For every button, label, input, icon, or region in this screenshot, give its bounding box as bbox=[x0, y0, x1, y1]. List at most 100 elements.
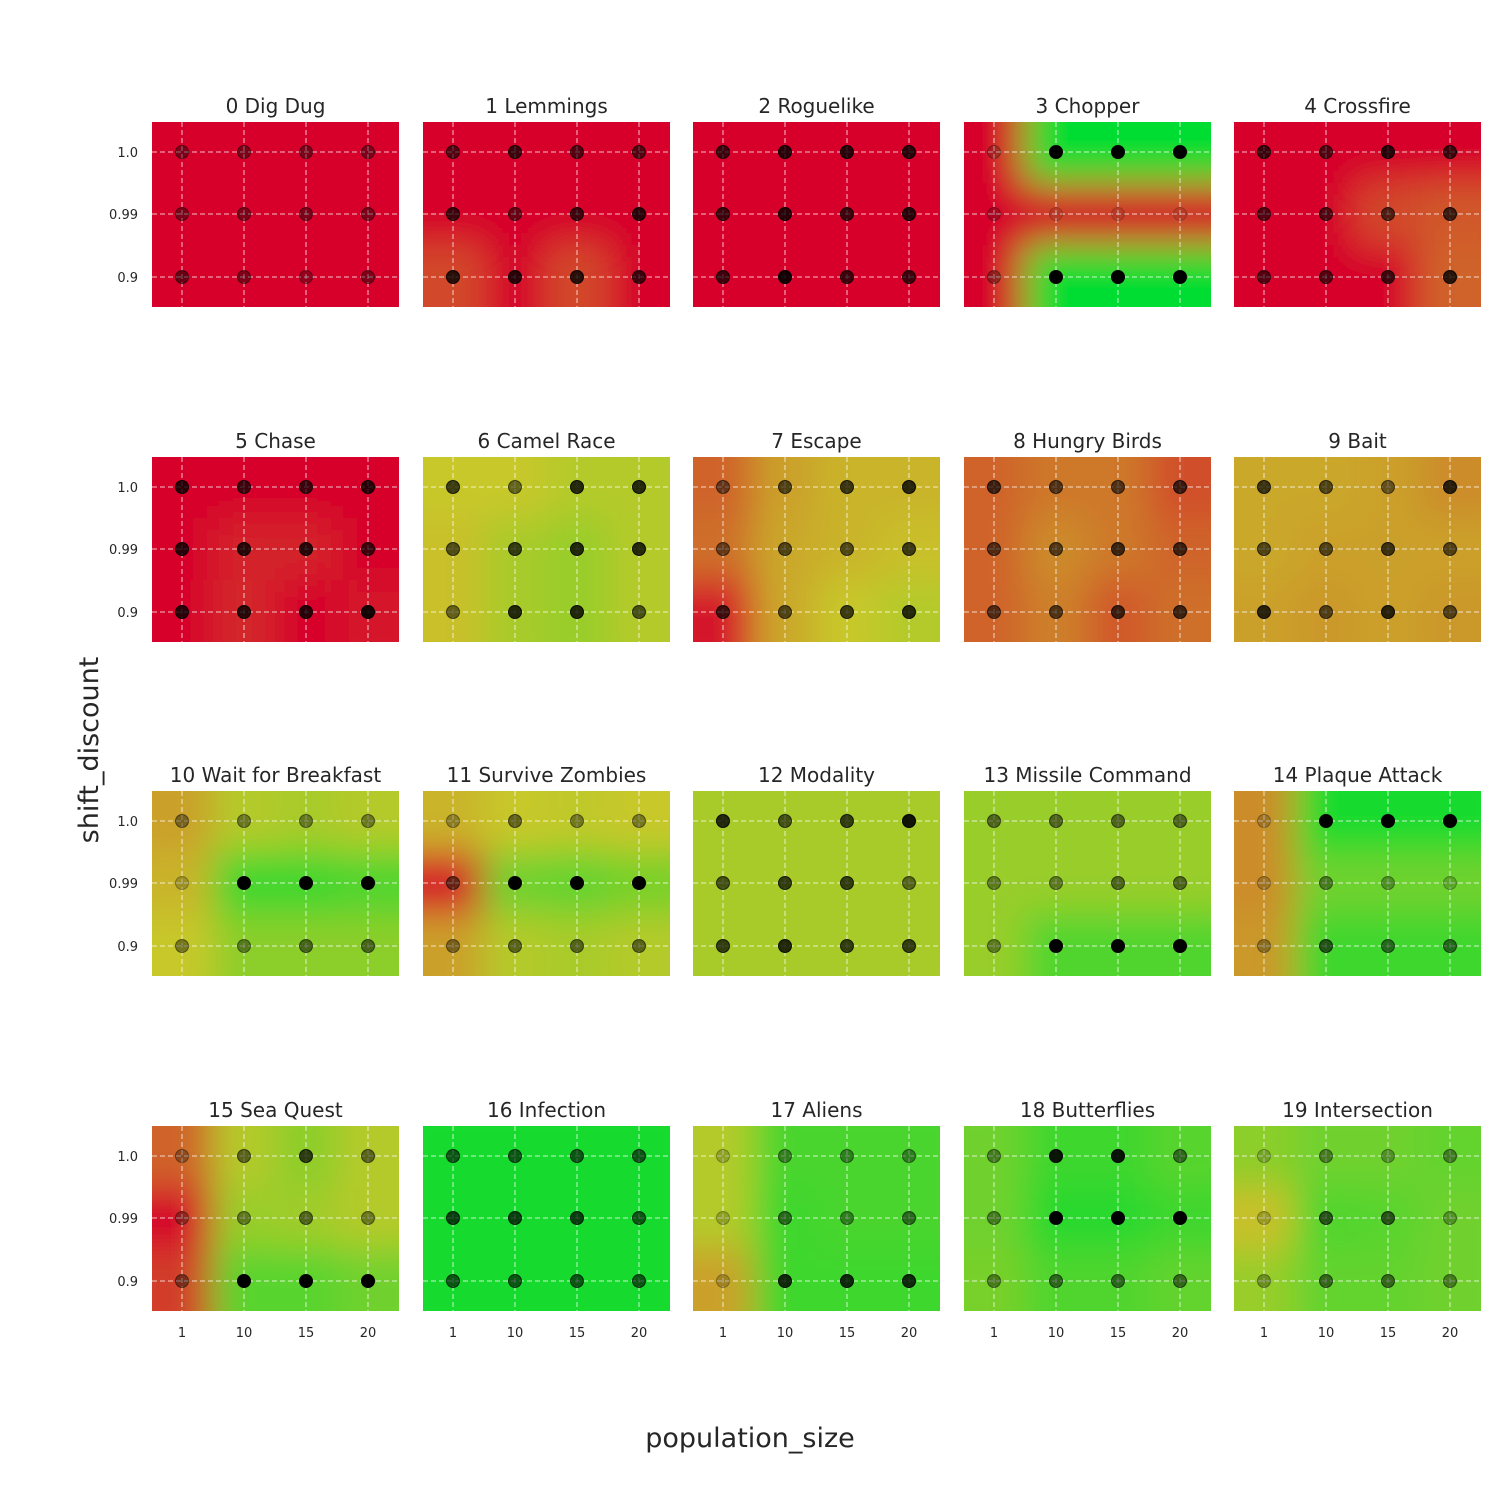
sample-point bbox=[902, 1149, 916, 1163]
sample-point bbox=[1049, 145, 1063, 159]
x-tick-label: 20 bbox=[360, 1326, 377, 1341]
sample-point bbox=[237, 270, 251, 284]
sample-point bbox=[175, 605, 189, 619]
sample-point bbox=[1173, 270, 1187, 284]
sample-point bbox=[446, 814, 460, 828]
sample-point bbox=[1319, 1149, 1333, 1163]
sample-point bbox=[175, 542, 189, 556]
heatmap-panel: 19 Intersection 1 10 15 20 bbox=[1234, 1098, 1481, 1341]
sample-point bbox=[632, 480, 646, 494]
heatmap-cell bbox=[152, 914, 213, 976]
sample-point bbox=[1381, 1149, 1395, 1163]
sample-point bbox=[632, 542, 646, 556]
y-tick-label: 0.9 bbox=[117, 940, 138, 955]
sample-point bbox=[716, 876, 730, 890]
y-tick-label: 0.99 bbox=[109, 877, 138, 892]
sample-point bbox=[446, 1149, 460, 1163]
panel-title: 13 Missile Command bbox=[983, 763, 1191, 787]
heatmap-cell bbox=[152, 1249, 213, 1311]
heatmap-panel: 6 Camel Race bbox=[423, 429, 670, 642]
sample-point bbox=[175, 939, 189, 953]
sample-point bbox=[1111, 1274, 1125, 1288]
x-tick-label: 20 bbox=[631, 1326, 648, 1341]
sample-point bbox=[1443, 814, 1457, 828]
sample-point bbox=[361, 207, 375, 221]
sample-point bbox=[632, 270, 646, 284]
x-tick-label: 1 bbox=[449, 1326, 457, 1341]
sample-point bbox=[446, 542, 460, 556]
sample-point bbox=[1173, 1149, 1187, 1163]
sample-point bbox=[1443, 207, 1457, 221]
sample-point bbox=[1049, 207, 1063, 221]
sample-point bbox=[508, 480, 522, 494]
sample-point bbox=[1443, 605, 1457, 619]
x-tick-label: 20 bbox=[901, 1326, 918, 1341]
sample-point bbox=[778, 1211, 792, 1225]
sample-point bbox=[1049, 1211, 1063, 1225]
y-tick-label: 1.0 bbox=[117, 146, 138, 161]
sample-point bbox=[987, 1274, 1001, 1288]
heatmap-cell bbox=[152, 1126, 213, 1187]
sample-point bbox=[508, 1274, 522, 1288]
panel-grid: 0 Dig Dug 1.0 0.99 0.9 1 Lemmings 2 Roguelike… bbox=[109, 94, 1481, 1341]
sample-point bbox=[446, 207, 460, 221]
heatmap-cell bbox=[1419, 1249, 1481, 1311]
sample-point bbox=[987, 1149, 1001, 1163]
heatmap-panel: 4 Crossfire bbox=[1234, 94, 1481, 307]
sample-point bbox=[1173, 542, 1187, 556]
sample-point bbox=[1381, 939, 1395, 953]
sample-point bbox=[237, 480, 251, 494]
sample-point bbox=[632, 207, 646, 221]
heatmap-panel: 7 Escape bbox=[693, 429, 940, 642]
sample-point bbox=[716, 207, 730, 221]
sample-point bbox=[361, 542, 375, 556]
sample-point bbox=[237, 939, 251, 953]
x-tick-label: 15 bbox=[569, 1326, 586, 1341]
panel-title: 7 Escape bbox=[771, 429, 861, 453]
panel-title: 15 Sea Quest bbox=[208, 1098, 343, 1122]
sample-point bbox=[987, 1211, 1001, 1225]
heatmap-cell bbox=[1419, 580, 1481, 642]
heatmap-panel: 9 Bait bbox=[1234, 429, 1481, 642]
sample-point bbox=[1257, 1149, 1271, 1163]
sample-point bbox=[237, 1211, 251, 1225]
heatmap-cell bbox=[152, 122, 213, 183]
sample-point bbox=[632, 939, 646, 953]
sample-point bbox=[632, 1149, 646, 1163]
heatmap-panel: 8 Hungry Birds bbox=[964, 429, 1211, 642]
heatmap-panel: 1 Lemmings bbox=[423, 94, 670, 307]
sample-point bbox=[1443, 145, 1457, 159]
sample-point bbox=[570, 1211, 584, 1225]
sample-point bbox=[299, 270, 313, 284]
heatmap-cell bbox=[152, 245, 213, 307]
sample-point bbox=[902, 207, 916, 221]
sample-point bbox=[902, 542, 916, 556]
sample-point bbox=[570, 1149, 584, 1163]
sample-point bbox=[175, 814, 189, 828]
sample-point bbox=[1049, 542, 1063, 556]
sample-point bbox=[987, 605, 1001, 619]
sample-point bbox=[508, 1149, 522, 1163]
panel-title: 3 Chopper bbox=[1036, 94, 1141, 118]
sample-point bbox=[1111, 876, 1125, 890]
heatmap-panel: 16 Infection 1 10 15 20 bbox=[423, 1098, 670, 1341]
sample-point bbox=[1443, 1211, 1457, 1225]
sample-point bbox=[446, 145, 460, 159]
sample-point bbox=[361, 1211, 375, 1225]
sample-point bbox=[1381, 1211, 1395, 1225]
sample-point bbox=[1111, 1211, 1125, 1225]
sample-point bbox=[987, 939, 1001, 953]
sample-point bbox=[508, 207, 522, 221]
sample-point bbox=[1381, 876, 1395, 890]
panel-title: 10 Wait for Breakfast bbox=[170, 763, 382, 787]
sample-point bbox=[1381, 270, 1395, 284]
y-tick-label: 1.0 bbox=[117, 815, 138, 830]
x-tick-label: 1 bbox=[719, 1326, 727, 1341]
sample-point bbox=[1173, 207, 1187, 221]
sample-point bbox=[1381, 605, 1395, 619]
sample-point bbox=[508, 876, 522, 890]
sample-point bbox=[840, 876, 854, 890]
sample-point bbox=[361, 270, 375, 284]
sample-point bbox=[778, 145, 792, 159]
x-tick-label: 15 bbox=[298, 1326, 315, 1341]
